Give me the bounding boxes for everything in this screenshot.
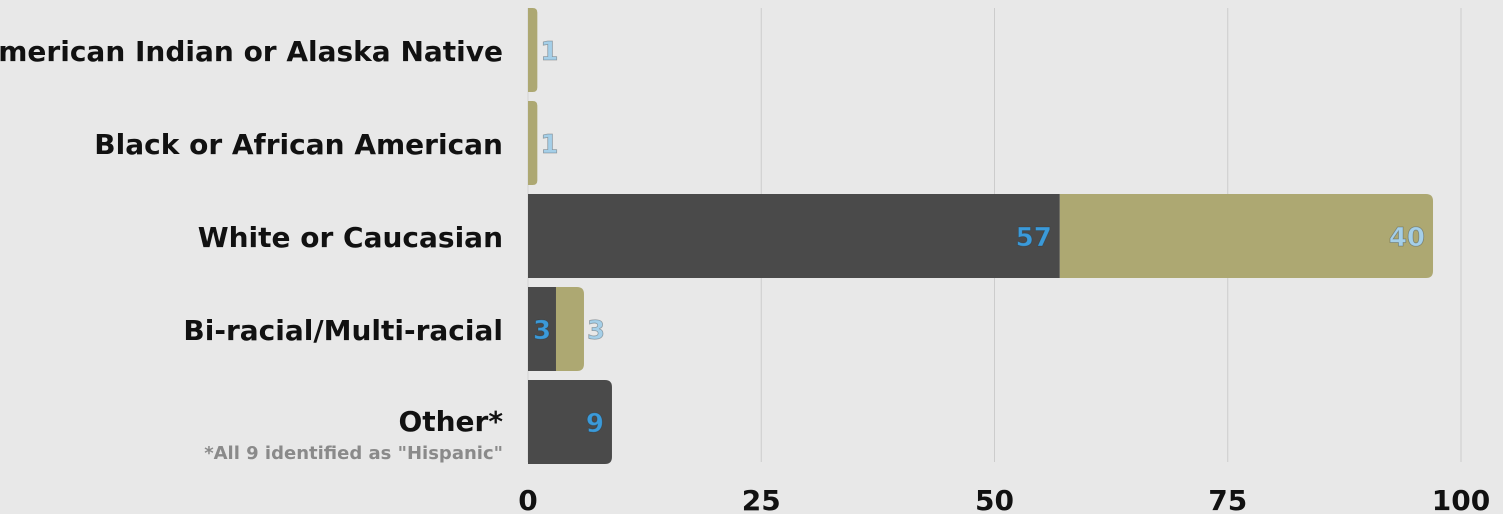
bar-4-series-0 [528,380,612,464]
x-tick-label-0: 0 [518,484,537,514]
value-label-4-series-0: 9 [586,409,604,439]
x-tick-label-2: 50 [975,484,1014,514]
value-label-2-series-0: 57 [1016,223,1052,253]
bar-3-series-0 [528,287,556,371]
category-label-0: American Indian or Alaska Native [0,35,503,68]
category-label-2: White or Caucasian [198,221,503,254]
category-note-4: *All 9 identified as "Hispanic" [204,443,503,464]
category-label-4: Other* [398,405,503,438]
value-label-3-series-0: 3 [533,316,551,346]
value-label-3-series-1: 3 [587,316,605,346]
value-label-2-series-1: 40 [1389,223,1425,253]
bar-2-series-0 [528,194,1060,278]
bar-3-series-1 [555,287,584,371]
category-label-3: Bi-racial/Multi-racial [183,314,503,347]
bar-0-series-1 [528,8,538,92]
category-label-1: Black or African American [94,128,503,161]
bar-2-series-1 [1059,194,1434,278]
x-tick-label-4: 100 [1432,484,1490,514]
bar-1-series-1 [528,101,538,185]
x-tick-label-1: 25 [742,484,781,514]
x-tick-label-3: 75 [1208,484,1247,514]
value-label-0-series-1: 1 [540,37,558,67]
value-label-1-series-1: 1 [540,130,558,160]
